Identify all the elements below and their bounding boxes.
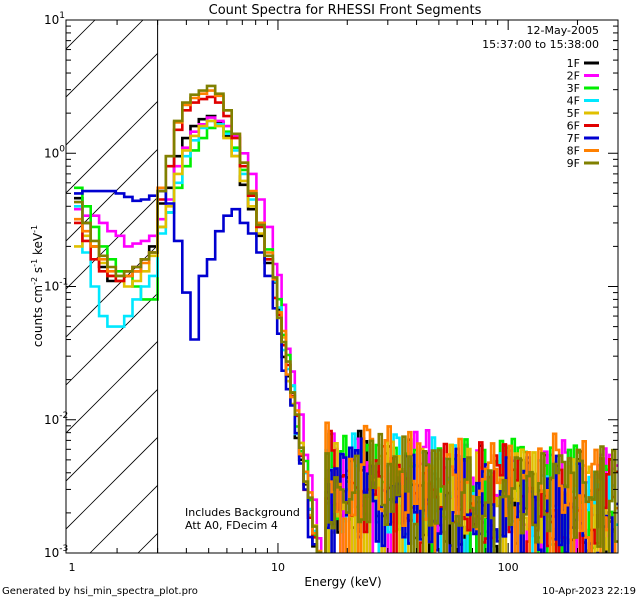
date-label: 12-May-2005: [527, 24, 599, 37]
legend-label-8F: 8F: [567, 145, 580, 158]
x-axis-label: Energy (keV): [304, 575, 381, 589]
y-tick-label: 10-2: [44, 411, 68, 427]
annotation-background: Includes Background: [185, 506, 300, 519]
legend-label-6F: 6F: [567, 120, 580, 133]
annotation-attenuator: Att A0, FDecim 4: [185, 519, 278, 532]
legend-label-7F: 7F: [567, 132, 580, 145]
hatch-line: [66, 388, 158, 482]
legend-label-1F: 1F: [567, 57, 580, 70]
hatch-line: [66, 436, 158, 530]
y-tick-label: 100: [44, 144, 65, 160]
legend-label-5F: 5F: [567, 107, 580, 120]
x-tick-label-1: 1: [69, 561, 76, 574]
series-8F: [74, 89, 618, 553]
legend-label-9F: 9F: [567, 157, 580, 170]
y-tick-label: 101: [44, 11, 65, 27]
x-tick-labels: 10 100: [271, 561, 519, 574]
axis-ticks: [66, 20, 619, 554]
y-axis-label: counts cm-2 s-1 keV-1: [30, 225, 45, 347]
x-tick-label: 100: [498, 561, 519, 574]
legend-label-3F: 3F: [567, 82, 580, 95]
legend-label-4F: 4F: [567, 95, 580, 108]
series-9F: [74, 84, 618, 553]
hatch-line: [66, 244, 158, 338]
y-tick-label: 10-3: [44, 544, 68, 560]
hatch-line: [66, 100, 158, 194]
footer-generated-by: Generated by hsi_min_spectra_plot.pro: [2, 586, 198, 597]
series-group: [74, 84, 618, 553]
legend-label-2F: 2F: [567, 70, 580, 83]
chart-title: Count Spectra for RHESSI Front Segments: [209, 3, 482, 18]
x-tick-label: 10: [271, 561, 285, 574]
time-range-label: 15:37:00 to 15:38:00: [482, 38, 599, 51]
hatch-line: [66, 52, 158, 146]
footer-timestamp: 10-Apr-2023 22:19: [542, 586, 636, 597]
y-tick-labels: 10-3 10-2 10-1 100 101: [44, 11, 68, 560]
y-tick-label: 10-1: [44, 278, 68, 294]
